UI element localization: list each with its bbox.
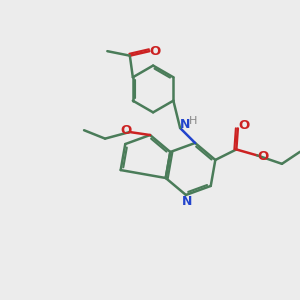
- Text: H: H: [189, 116, 197, 126]
- Text: O: O: [120, 124, 131, 137]
- Text: O: O: [257, 150, 268, 163]
- Text: O: O: [239, 119, 250, 132]
- Text: O: O: [149, 45, 160, 58]
- Text: N: N: [182, 195, 193, 208]
- Text: N: N: [180, 118, 190, 130]
